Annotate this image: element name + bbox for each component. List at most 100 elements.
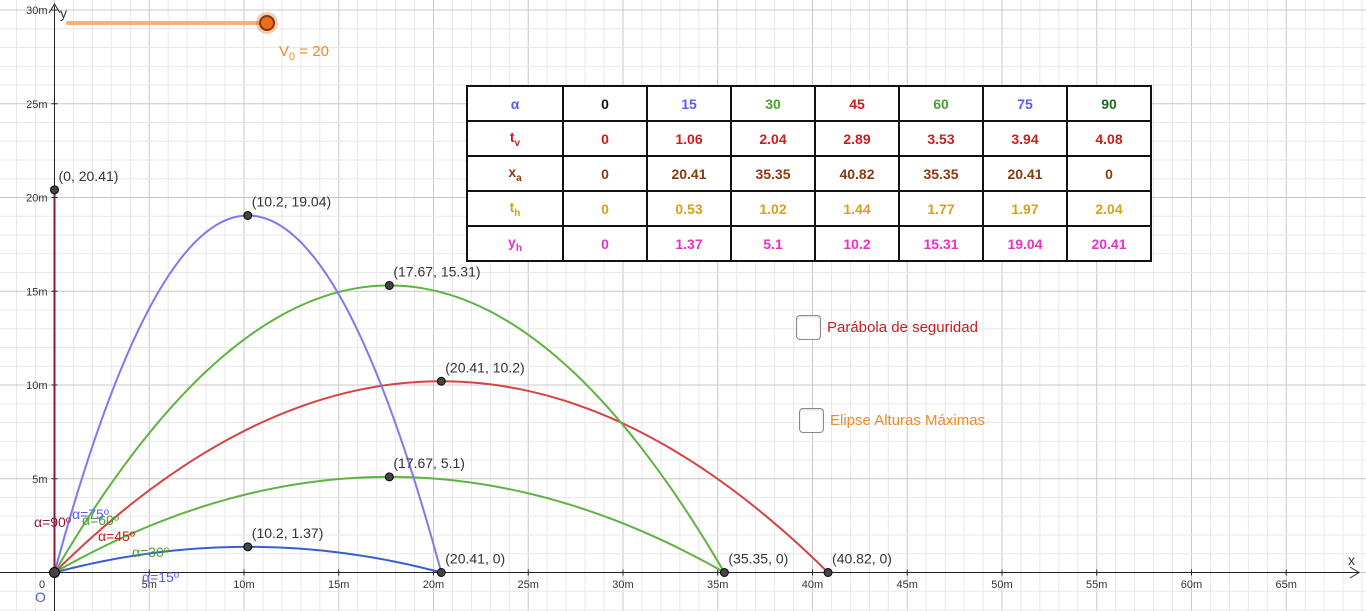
row-header-alpha: α bbox=[466, 85, 564, 122]
point-label: (40.82, 0) bbox=[832, 551, 892, 567]
table-cell: 60 bbox=[898, 85, 984, 122]
table-cell: 1.97 bbox=[982, 190, 1068, 227]
table-cell: 3.94 bbox=[982, 120, 1068, 157]
y-tick-label: 25m bbox=[26, 99, 47, 111]
table-cell: 1.77 bbox=[898, 190, 984, 227]
table-cell: 10.2 bbox=[814, 225, 900, 262]
x-tick-label: 35m bbox=[707, 579, 728, 591]
x-tick-label: 25m bbox=[518, 579, 539, 591]
elipse-alturas-label: Elipse Alturas Máximas bbox=[830, 412, 986, 429]
y-axis-name: y bbox=[60, 5, 67, 21]
table-cell: 45 bbox=[814, 85, 900, 122]
table-cell: 0 bbox=[562, 85, 648, 122]
y-tick-label: 20m bbox=[26, 193, 47, 205]
table-row-alpha: α 0 15 30 45 60 75 90 bbox=[466, 85, 1152, 122]
table-row-xa: xa 0 20.41 35.35 40.82 35.35 20.41 0 bbox=[466, 155, 1152, 192]
table-cell: 0 bbox=[1066, 155, 1152, 192]
table-cell: 75 bbox=[982, 85, 1068, 122]
table-cell: 35.35 bbox=[730, 155, 816, 192]
table-cell: 4.08 bbox=[1066, 120, 1152, 157]
point-label: (10.2, 1.37) bbox=[252, 525, 324, 541]
table-cell: 0 bbox=[562, 190, 648, 227]
y-axis-arrow bbox=[48, 3, 61, 14]
v0-slider-knob[interactable] bbox=[259, 15, 275, 31]
x-tick-label: 65m bbox=[1276, 579, 1297, 591]
row-header-yh: yh bbox=[466, 225, 564, 262]
origin-point-label: O bbox=[35, 589, 46, 605]
table-cell: 1.06 bbox=[646, 120, 732, 157]
row-header-xa: xa bbox=[466, 155, 564, 192]
parabola-seguridad-label: Parábola de seguridad bbox=[827, 319, 978, 336]
angle-label: α=45º bbox=[98, 528, 135, 544]
table-cell: 2.04 bbox=[1066, 190, 1152, 227]
origin-point bbox=[49, 567, 60, 578]
row-header-th: th bbox=[466, 190, 564, 227]
results-table: α 0 15 30 45 60 75 90 tv 0 1.06 2.04 2.89 3.53 3.94 4.0… bbox=[466, 85, 1152, 262]
table-cell: 0 bbox=[562, 225, 648, 262]
x-axis-name: x bbox=[1348, 552, 1355, 568]
table-cell: 40.82 bbox=[814, 155, 900, 192]
table-cell: 1.02 bbox=[730, 190, 816, 227]
angle-label: α=60º bbox=[82, 512, 119, 528]
x-axis-arrow bbox=[1349, 566, 1360, 579]
elipse-alturas-box[interactable] bbox=[799, 408, 824, 433]
table-cell: 30 bbox=[730, 85, 816, 122]
x-tick-label: 55m bbox=[1086, 579, 1107, 591]
angle-label: α=15º bbox=[142, 569, 179, 585]
table-cell: 20.41 bbox=[646, 155, 732, 192]
row-header-tv: tv bbox=[466, 120, 564, 157]
v0-slider-label: V0 = 20 bbox=[279, 43, 329, 63]
point-marker bbox=[384, 280, 394, 290]
table-cell: 1.44 bbox=[814, 190, 900, 227]
point-marker bbox=[719, 568, 729, 577]
y-tick-label: 15m bbox=[26, 286, 47, 298]
elipse-alturas-checkbox[interactable]: Elipse Alturas Máximas bbox=[799, 408, 985, 433]
point-marker bbox=[50, 185, 59, 195]
point-label: (17.67, 15.31) bbox=[393, 263, 480, 279]
table-cell: 15.31 bbox=[898, 225, 984, 262]
table-cell: 0.53 bbox=[646, 190, 732, 227]
x-tick-label: 5m bbox=[142, 579, 157, 591]
table-cell: 35.35 bbox=[898, 155, 984, 192]
table-cell: 0 bbox=[562, 120, 648, 157]
point-label: (0, 20.41) bbox=[59, 168, 119, 184]
point-label: (20.41, 0) bbox=[445, 551, 505, 567]
table-cell: 5.1 bbox=[730, 225, 816, 262]
point-marker bbox=[384, 472, 394, 482]
parabola-seguridad-box[interactable] bbox=[796, 315, 821, 340]
table-cell: 3.53 bbox=[898, 120, 984, 157]
point-marker bbox=[436, 568, 446, 577]
x-tick-label: 40m bbox=[802, 579, 823, 591]
x-tick-label: 10m bbox=[233, 579, 254, 591]
y-tick-label: 10m bbox=[26, 380, 47, 392]
table-cell: 2.04 bbox=[730, 120, 816, 157]
table-cell: 20.41 bbox=[1066, 225, 1152, 262]
point-marker bbox=[243, 211, 253, 220]
point-label: (10.2, 19.04) bbox=[252, 194, 331, 210]
table-cell: 19.04 bbox=[982, 225, 1068, 262]
angle-label: α=30º bbox=[132, 544, 169, 560]
table-cell: 90 bbox=[1066, 85, 1152, 122]
table-row-tv: tv 0 1.06 2.04 2.89 3.53 3.94 4.08 bbox=[466, 120, 1152, 157]
y-tick-label: 5m bbox=[32, 474, 47, 486]
y-tick-label: 30m bbox=[26, 5, 47, 17]
table-row-yh: yh 0 1.37 5.1 10.2 15.31 19.04 20.41 bbox=[466, 225, 1152, 262]
table-cell: 2.89 bbox=[814, 120, 900, 157]
v0-slider-track[interactable] bbox=[66, 21, 266, 25]
x-tick-label: 15m bbox=[328, 579, 349, 591]
point-label: (20.41, 10.2) bbox=[445, 359, 524, 375]
origin-tick-label: 0 bbox=[39, 579, 45, 591]
point-label: (17.67, 5.1) bbox=[393, 455, 465, 471]
trajectory-45 bbox=[53, 380, 829, 574]
x-tick-label: 50m bbox=[991, 579, 1012, 591]
v0-slider[interactable] bbox=[62, 12, 282, 34]
point-marker bbox=[823, 568, 833, 577]
parabola-seguridad-checkbox[interactable]: Parábola de seguridad bbox=[796, 315, 978, 340]
table-row-th: th 0 0.53 1.02 1.44 1.77 1.97 2.04 bbox=[466, 190, 1152, 227]
point-marker bbox=[436, 376, 446, 386]
x-tick-label: 30m bbox=[612, 579, 633, 591]
x-tick-label: 60m bbox=[1181, 579, 1202, 591]
x-tick-label: 45m bbox=[897, 579, 918, 591]
angle-label: α=75º bbox=[72, 506, 109, 522]
angle-label: α=90º bbox=[34, 514, 71, 530]
